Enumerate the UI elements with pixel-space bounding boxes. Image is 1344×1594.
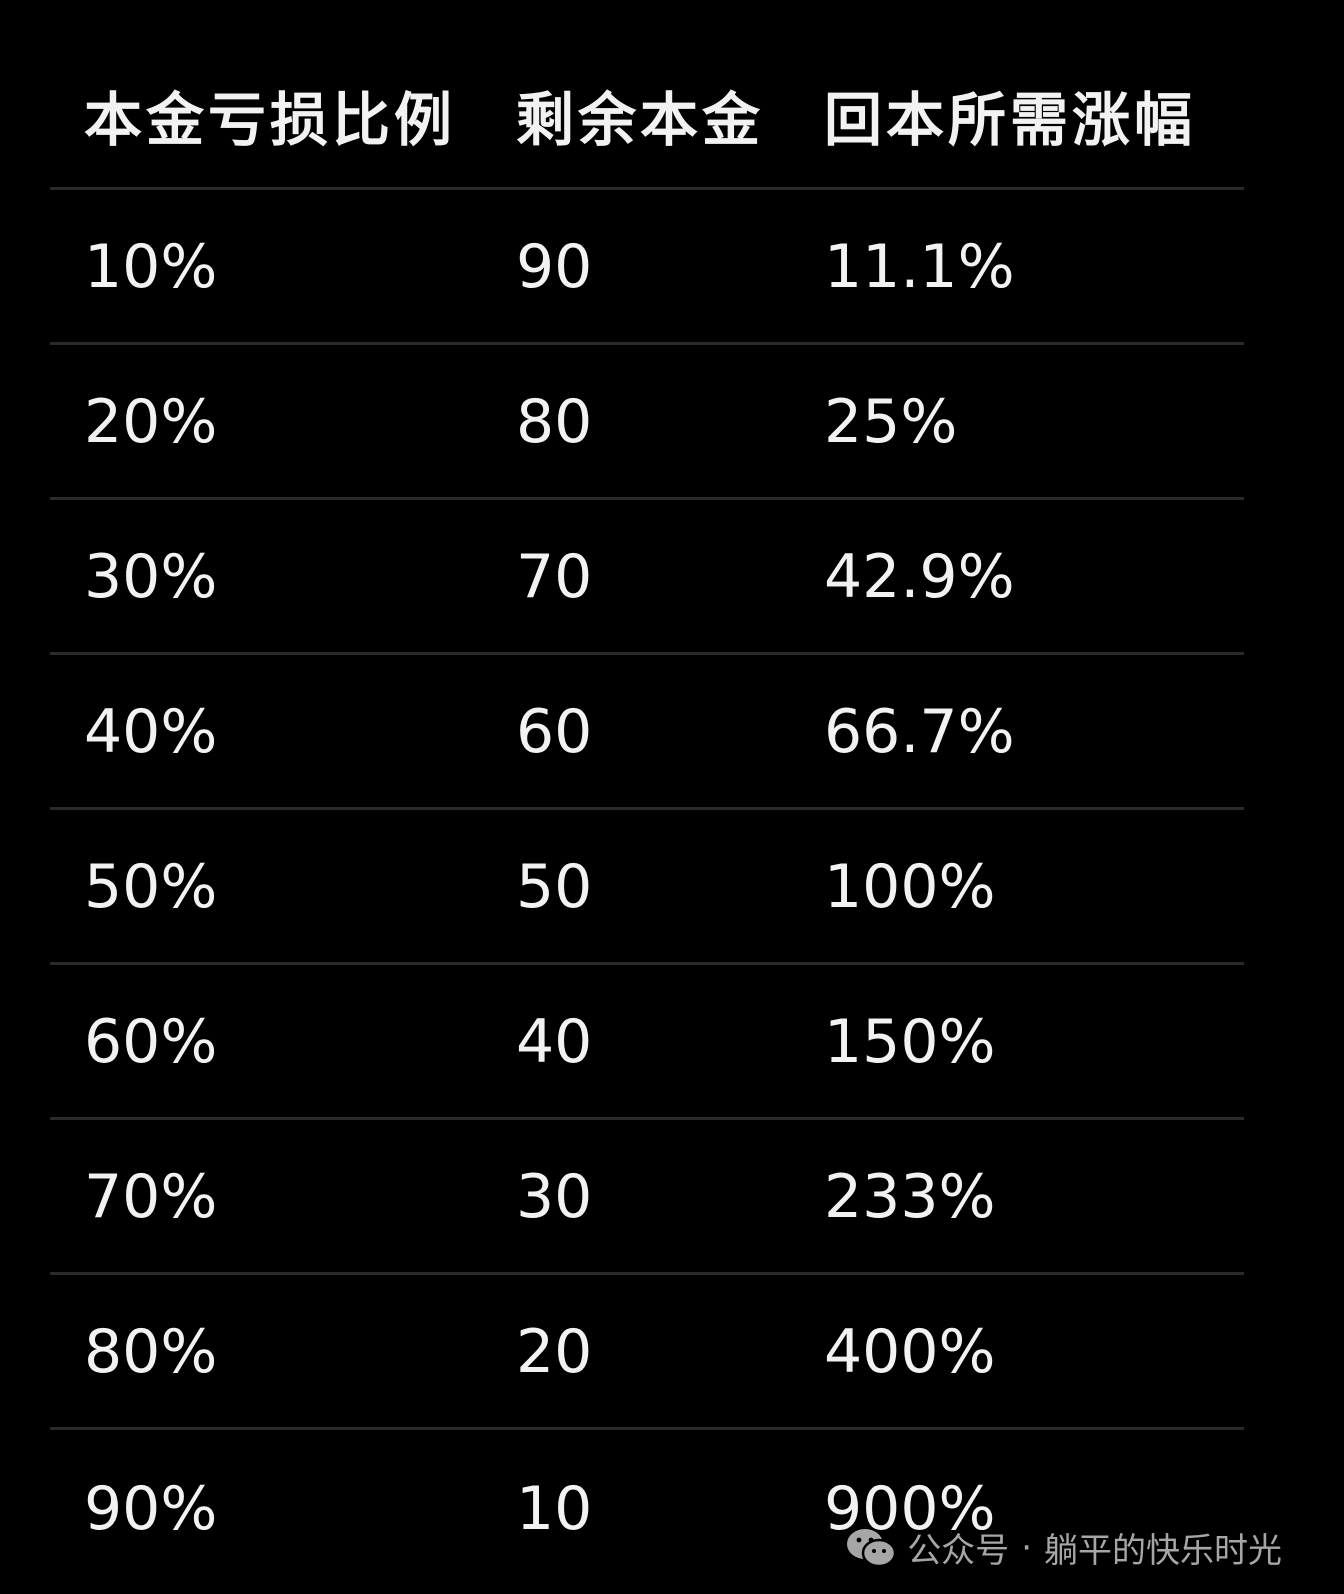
table-row: 10% 90 11.1% xyxy=(50,190,1244,345)
remaining-principal-cell: 50 xyxy=(516,852,593,922)
remaining-principal-cell: 90 xyxy=(516,232,593,302)
required-gain-cell: 150% xyxy=(824,1007,996,1077)
required-gain-cell: 11.1% xyxy=(824,232,1015,302)
remaining-principal-cell: 20 xyxy=(516,1317,593,1387)
remaining-principal-cell: 10 xyxy=(516,1473,593,1544)
loss-ratio-cell: 80% xyxy=(84,1317,218,1387)
required-gain-cell: 42.9% xyxy=(824,542,1015,612)
table-row: 20% 80 25% xyxy=(50,345,1244,500)
loss-ratio-cell: 20% xyxy=(84,387,218,457)
table-row: 30% 70 42.9% xyxy=(50,500,1244,655)
loss-ratio-cell: 90% xyxy=(84,1473,218,1544)
required-gain-cell: 900% xyxy=(824,1473,996,1544)
remaining-principal-cell: 40 xyxy=(516,1007,593,1077)
watermark-account: 躺平的快乐时光 xyxy=(1044,1531,1282,1571)
loss-ratio-cell: 70% xyxy=(84,1162,218,1232)
loss-ratio-cell: 50% xyxy=(84,852,218,922)
watermark-separator: · xyxy=(1021,1527,1032,1568)
table-row: 90% 10 900% xyxy=(50,1430,1244,1585)
table-row: 40% 60 66.7% xyxy=(50,655,1244,810)
table-row: 80% 20 400% xyxy=(50,1275,1244,1430)
remaining-principal-cell: 70 xyxy=(516,542,593,612)
remaining-principal-cell: 30 xyxy=(516,1162,593,1232)
required-gain-cell: 66.7% xyxy=(824,697,1015,767)
watermark: 公众号 · 躺平的快乐时光 xyxy=(845,1523,1282,1572)
remaining-principal-cell: 60 xyxy=(516,697,593,767)
table-row: 70% 30 233% xyxy=(50,1120,1244,1275)
watermark-source: 公众号 xyxy=(907,1531,1010,1571)
loss-ratio-cell: 40% xyxy=(84,697,218,767)
loss-ratio-cell: 30% xyxy=(84,542,218,612)
required-gain-cell: 100% xyxy=(824,852,996,922)
loss-ratio-cell: 60% xyxy=(84,1007,218,1077)
required-gain-cell: 400% xyxy=(824,1317,996,1387)
header-loss-ratio: 本金亏损比例 xyxy=(84,85,457,154)
loss-ratio-cell: 10% xyxy=(84,232,218,302)
header-remaining-principal: 剩余本金 xyxy=(516,85,765,154)
table-row: 50% 50 100% xyxy=(50,810,1244,965)
wechat-icon xyxy=(847,1528,897,1567)
required-gain-cell: 25% xyxy=(824,387,958,457)
table-header-row: 本金亏损比例 剩余本金 回本所需涨幅 xyxy=(50,36,1244,190)
header-required-gain: 回本所需涨幅 xyxy=(824,85,1197,154)
loss-recovery-table: 本金亏损比例 剩余本金 回本所需涨幅 10% 90 11.1% 20% 80 2… xyxy=(50,36,1244,1585)
table-row: 60% 40 150% xyxy=(50,965,1244,1120)
required-gain-cell: 233% xyxy=(824,1162,996,1232)
remaining-principal-cell: 80 xyxy=(516,387,593,457)
